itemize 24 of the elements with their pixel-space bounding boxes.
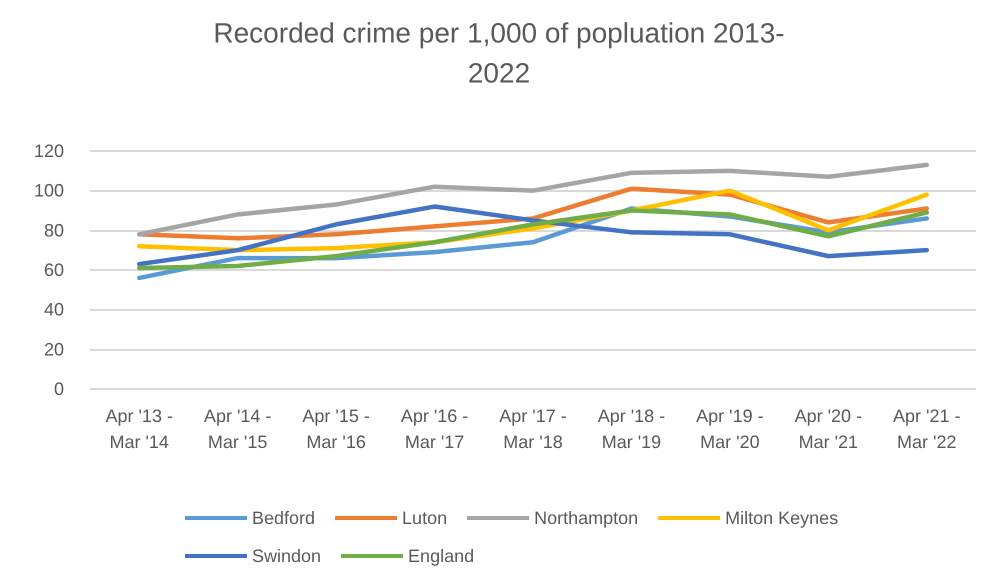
- y-tick-label: 20: [44, 339, 64, 360]
- y-tick-label: 40: [44, 300, 64, 320]
- y-tick-label: 100: [34, 180, 64, 201]
- y-tick-label: 120: [34, 141, 64, 161]
- legend-label: England: [408, 546, 474, 566]
- x-tick-label: Apr '18 - Mar '19: [598, 406, 666, 452]
- legend-label: Milton Keynes: [725, 508, 838, 528]
- chart-title: Recorded crime per 1,000 of popluation 2013- 2022: [213, 18, 785, 88]
- x-tick-label: Apr '13 - Mar '14: [105, 406, 173, 452]
- y-tick-label: 60: [44, 260, 64, 280]
- x-tick-label: Apr '15 - Mar '16: [302, 406, 370, 452]
- x-tick-label: Apr '14 - Mar '15: [204, 406, 272, 452]
- legend-label: Northampton: [534, 508, 638, 528]
- legend-label: Swindon: [252, 546, 322, 566]
- x-tick-label: Apr '16 - Mar '17: [400, 406, 468, 452]
- x-tick-label: Apr '17 - Mar '18: [499, 406, 567, 452]
- legend-label: Luton: [402, 508, 448, 528]
- y-tick-label: 80: [44, 220, 64, 240]
- x-tick-label: Apr '20 - Mar '21: [794, 406, 862, 452]
- x-tick-label: Apr '21 - Mar '22: [893, 406, 961, 452]
- y-tick-label: 0: [54, 379, 64, 399]
- line-series: [136, 162, 930, 237]
- legend-label: Bedford: [252, 508, 316, 528]
- x-tick-label: Apr '19 - Mar '20: [696, 406, 764, 452]
